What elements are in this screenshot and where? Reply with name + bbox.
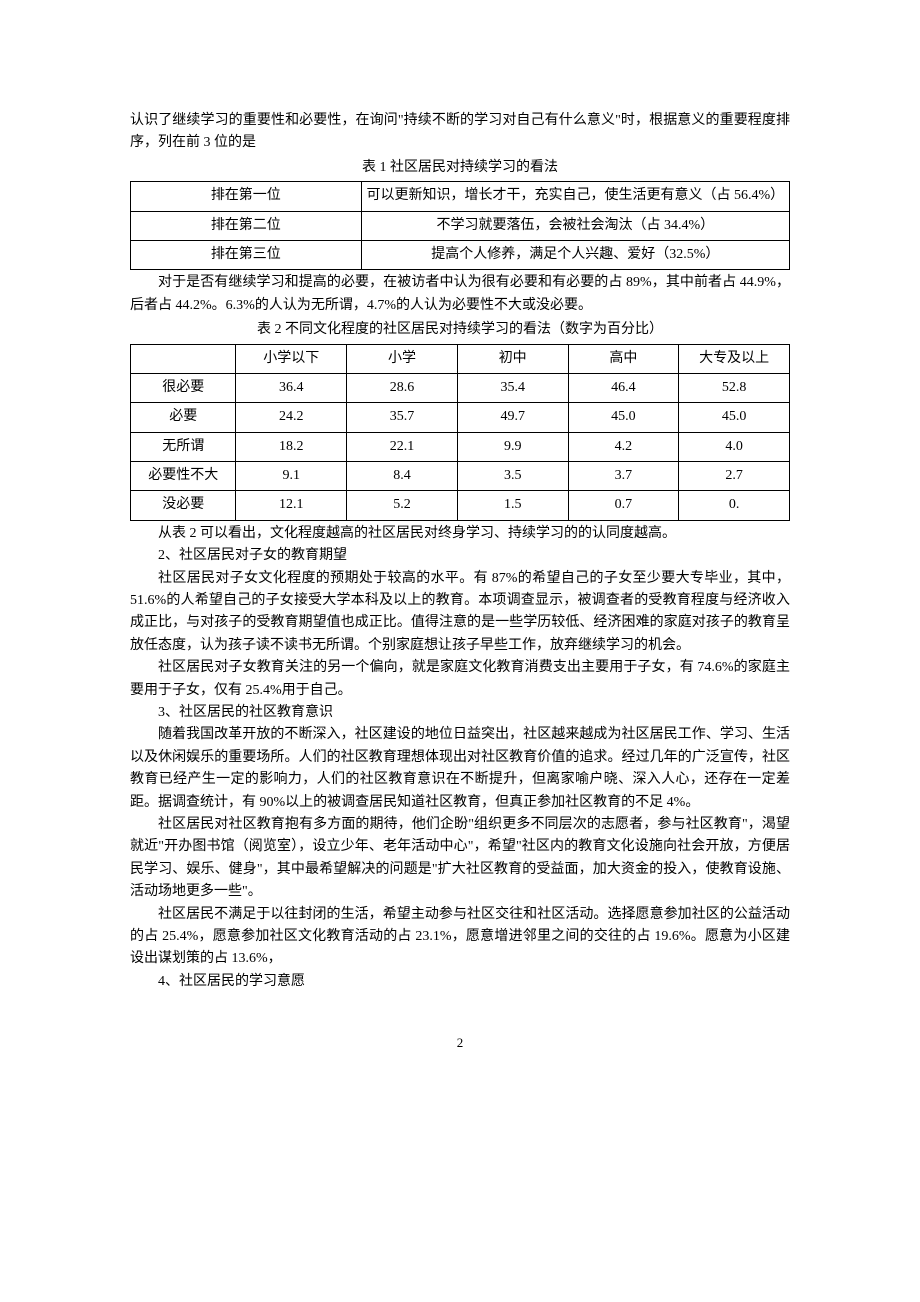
- table2-rowlabel: 必要: [131, 403, 236, 432]
- section3-para1: 随着我国改革开放的不断深入，社区建设的地位日益突出，社区越来越成为社区居民工作、…: [130, 724, 790, 814]
- table2-head: 小学以下 小学 初中 高中 大专及以上: [131, 344, 790, 373]
- table2-cell: 36.4: [236, 373, 347, 402]
- section3-para2: 社区居民对社区教育抱有多方面的期待，他们企盼"组织更多不同层次的志愿者，参与社区…: [130, 814, 790, 904]
- table2-cell: 3.5: [457, 462, 568, 491]
- table2-header-blank: [131, 344, 236, 373]
- table2-cell: 35.7: [347, 403, 458, 432]
- section4-heading: 4、社区居民的学习意愿: [130, 971, 790, 993]
- table2-cell: 8.4: [347, 462, 458, 491]
- table2-cell: 0.7: [568, 491, 679, 520]
- table2-cell: 46.4: [568, 373, 679, 402]
- table2-cell: 35.4: [457, 373, 568, 402]
- table2-rowlabel: 没必要: [131, 491, 236, 520]
- table2-cell: 12.1: [236, 491, 347, 520]
- table2-cell: 45.0: [679, 403, 790, 432]
- table2: 小学以下 小学 初中 高中 大专及以上 很必要 36.4 28.6 35.4 4…: [130, 344, 790, 521]
- table2-header: 小学以下: [236, 344, 347, 373]
- table2-cell: 1.5: [457, 491, 568, 520]
- table-row: 小学以下 小学 初中 高中 大专及以上: [131, 344, 790, 373]
- intro-paragraph: 认识了继续学习的重要性和必要性，在询问"持续不断的学习对自己有什么意义"时，根据…: [130, 110, 790, 155]
- table1: 排在第一位 可以更新知识，增长才干，充实自己，使生活更有意义（占 56.4%） …: [130, 181, 790, 270]
- table2-header: 初中: [457, 344, 568, 373]
- table2-rowlabel: 很必要: [131, 373, 236, 402]
- section2-para1: 社区居民对子女文化程度的预期处于较高的水平。有 87%的希望自己的子女至少要大专…: [130, 568, 790, 658]
- table1-rank-cell: 排在第一位: [131, 182, 362, 211]
- table2-cell: 24.2: [236, 403, 347, 432]
- table1-rank-cell: 排在第二位: [131, 211, 362, 240]
- table1-content-cell: 可以更新知识，增长才干，充实自己，使生活更有意义（占 56.4%）: [361, 182, 789, 211]
- table2-cell: 2.7: [679, 462, 790, 491]
- table2-cell: 0.: [679, 491, 790, 520]
- section2-heading: 2、社区居民对子女的教育期望: [130, 545, 790, 567]
- table2-cell: 45.0: [568, 403, 679, 432]
- table2-cell: 9.1: [236, 462, 347, 491]
- table1-content-cell: 不学习就要落伍，会被社会淘汰（占 34.4%）: [361, 211, 789, 240]
- document-page: 认识了继续学习的重要性和必要性，在询问"持续不断的学习对自己有什么意义"时，根据…: [0, 0, 920, 1104]
- table2-cell: 28.6: [347, 373, 458, 402]
- table-row: 排在第一位 可以更新知识，增长才干，充实自己，使生活更有意义（占 56.4%）: [131, 182, 790, 211]
- table2-cell: 49.7: [457, 403, 568, 432]
- table-row: 必要 24.2 35.7 49.7 45.0 45.0: [131, 403, 790, 432]
- table2-cell: 3.7: [568, 462, 679, 491]
- table1-caption: 表 1 社区居民对持续学习的看法: [130, 157, 790, 179]
- table2-rowlabel: 无所谓: [131, 432, 236, 461]
- table1-content-cell: 提高个人修养，满足个人兴趣、爱好（32.5%）: [361, 240, 789, 269]
- table-row: 无所谓 18.2 22.1 9.9 4.2 4.0: [131, 432, 790, 461]
- table2-header: 小学: [347, 344, 458, 373]
- table2-cell: 4.2: [568, 432, 679, 461]
- para-after-table1: 对于是否有继续学习和提高的必要，在被访者中认为很有必要和有必要的占 89%，其中…: [130, 272, 790, 317]
- table2-header: 高中: [568, 344, 679, 373]
- table2-body: 很必要 36.4 28.6 35.4 46.4 52.8 必要 24.2 35.…: [131, 373, 790, 520]
- table-row: 排在第二位 不学习就要落伍，会被社会淘汰（占 34.4%）: [131, 211, 790, 240]
- table-row: 必要性不大 9.1 8.4 3.5 3.7 2.7: [131, 462, 790, 491]
- table2-cell: 22.1: [347, 432, 458, 461]
- table1-rank-cell: 排在第三位: [131, 240, 362, 269]
- table-row: 没必要 12.1 5.2 1.5 0.7 0.: [131, 491, 790, 520]
- table2-cell: 52.8: [679, 373, 790, 402]
- table2-cell: 5.2: [347, 491, 458, 520]
- table2-caption: 表 2 不同文化程度的社区居民对持续学习的看法（数字为百分比）: [130, 319, 790, 341]
- table-row: 排在第三位 提高个人修养，满足个人兴趣、爱好（32.5%）: [131, 240, 790, 269]
- section2-para2: 社区居民对子女教育关注的另一个偏向，就是家庭文化教育消费支出主要用于子女，有 7…: [130, 657, 790, 702]
- page-number: 2: [130, 1033, 790, 1054]
- section3-para3: 社区居民不满足于以往封闭的生活，希望主动参与社区交往和社区活动。选择愿意参加社区…: [130, 904, 790, 971]
- table2-cell: 4.0: [679, 432, 790, 461]
- table1-body: 排在第一位 可以更新知识，增长才干，充实自己，使生活更有意义（占 56.4%） …: [131, 182, 790, 270]
- section3-heading: 3、社区居民的社区教育意识: [130, 702, 790, 724]
- table2-rowlabel: 必要性不大: [131, 462, 236, 491]
- table2-header: 大专及以上: [679, 344, 790, 373]
- table2-cell: 18.2: [236, 432, 347, 461]
- table2-cell: 9.9: [457, 432, 568, 461]
- table-row: 很必要 36.4 28.6 35.4 46.4 52.8: [131, 373, 790, 402]
- para-after-table2: 从表 2 可以看出，文化程度越高的社区居民对终身学习、持续学习的的认同度越高。: [130, 523, 790, 545]
